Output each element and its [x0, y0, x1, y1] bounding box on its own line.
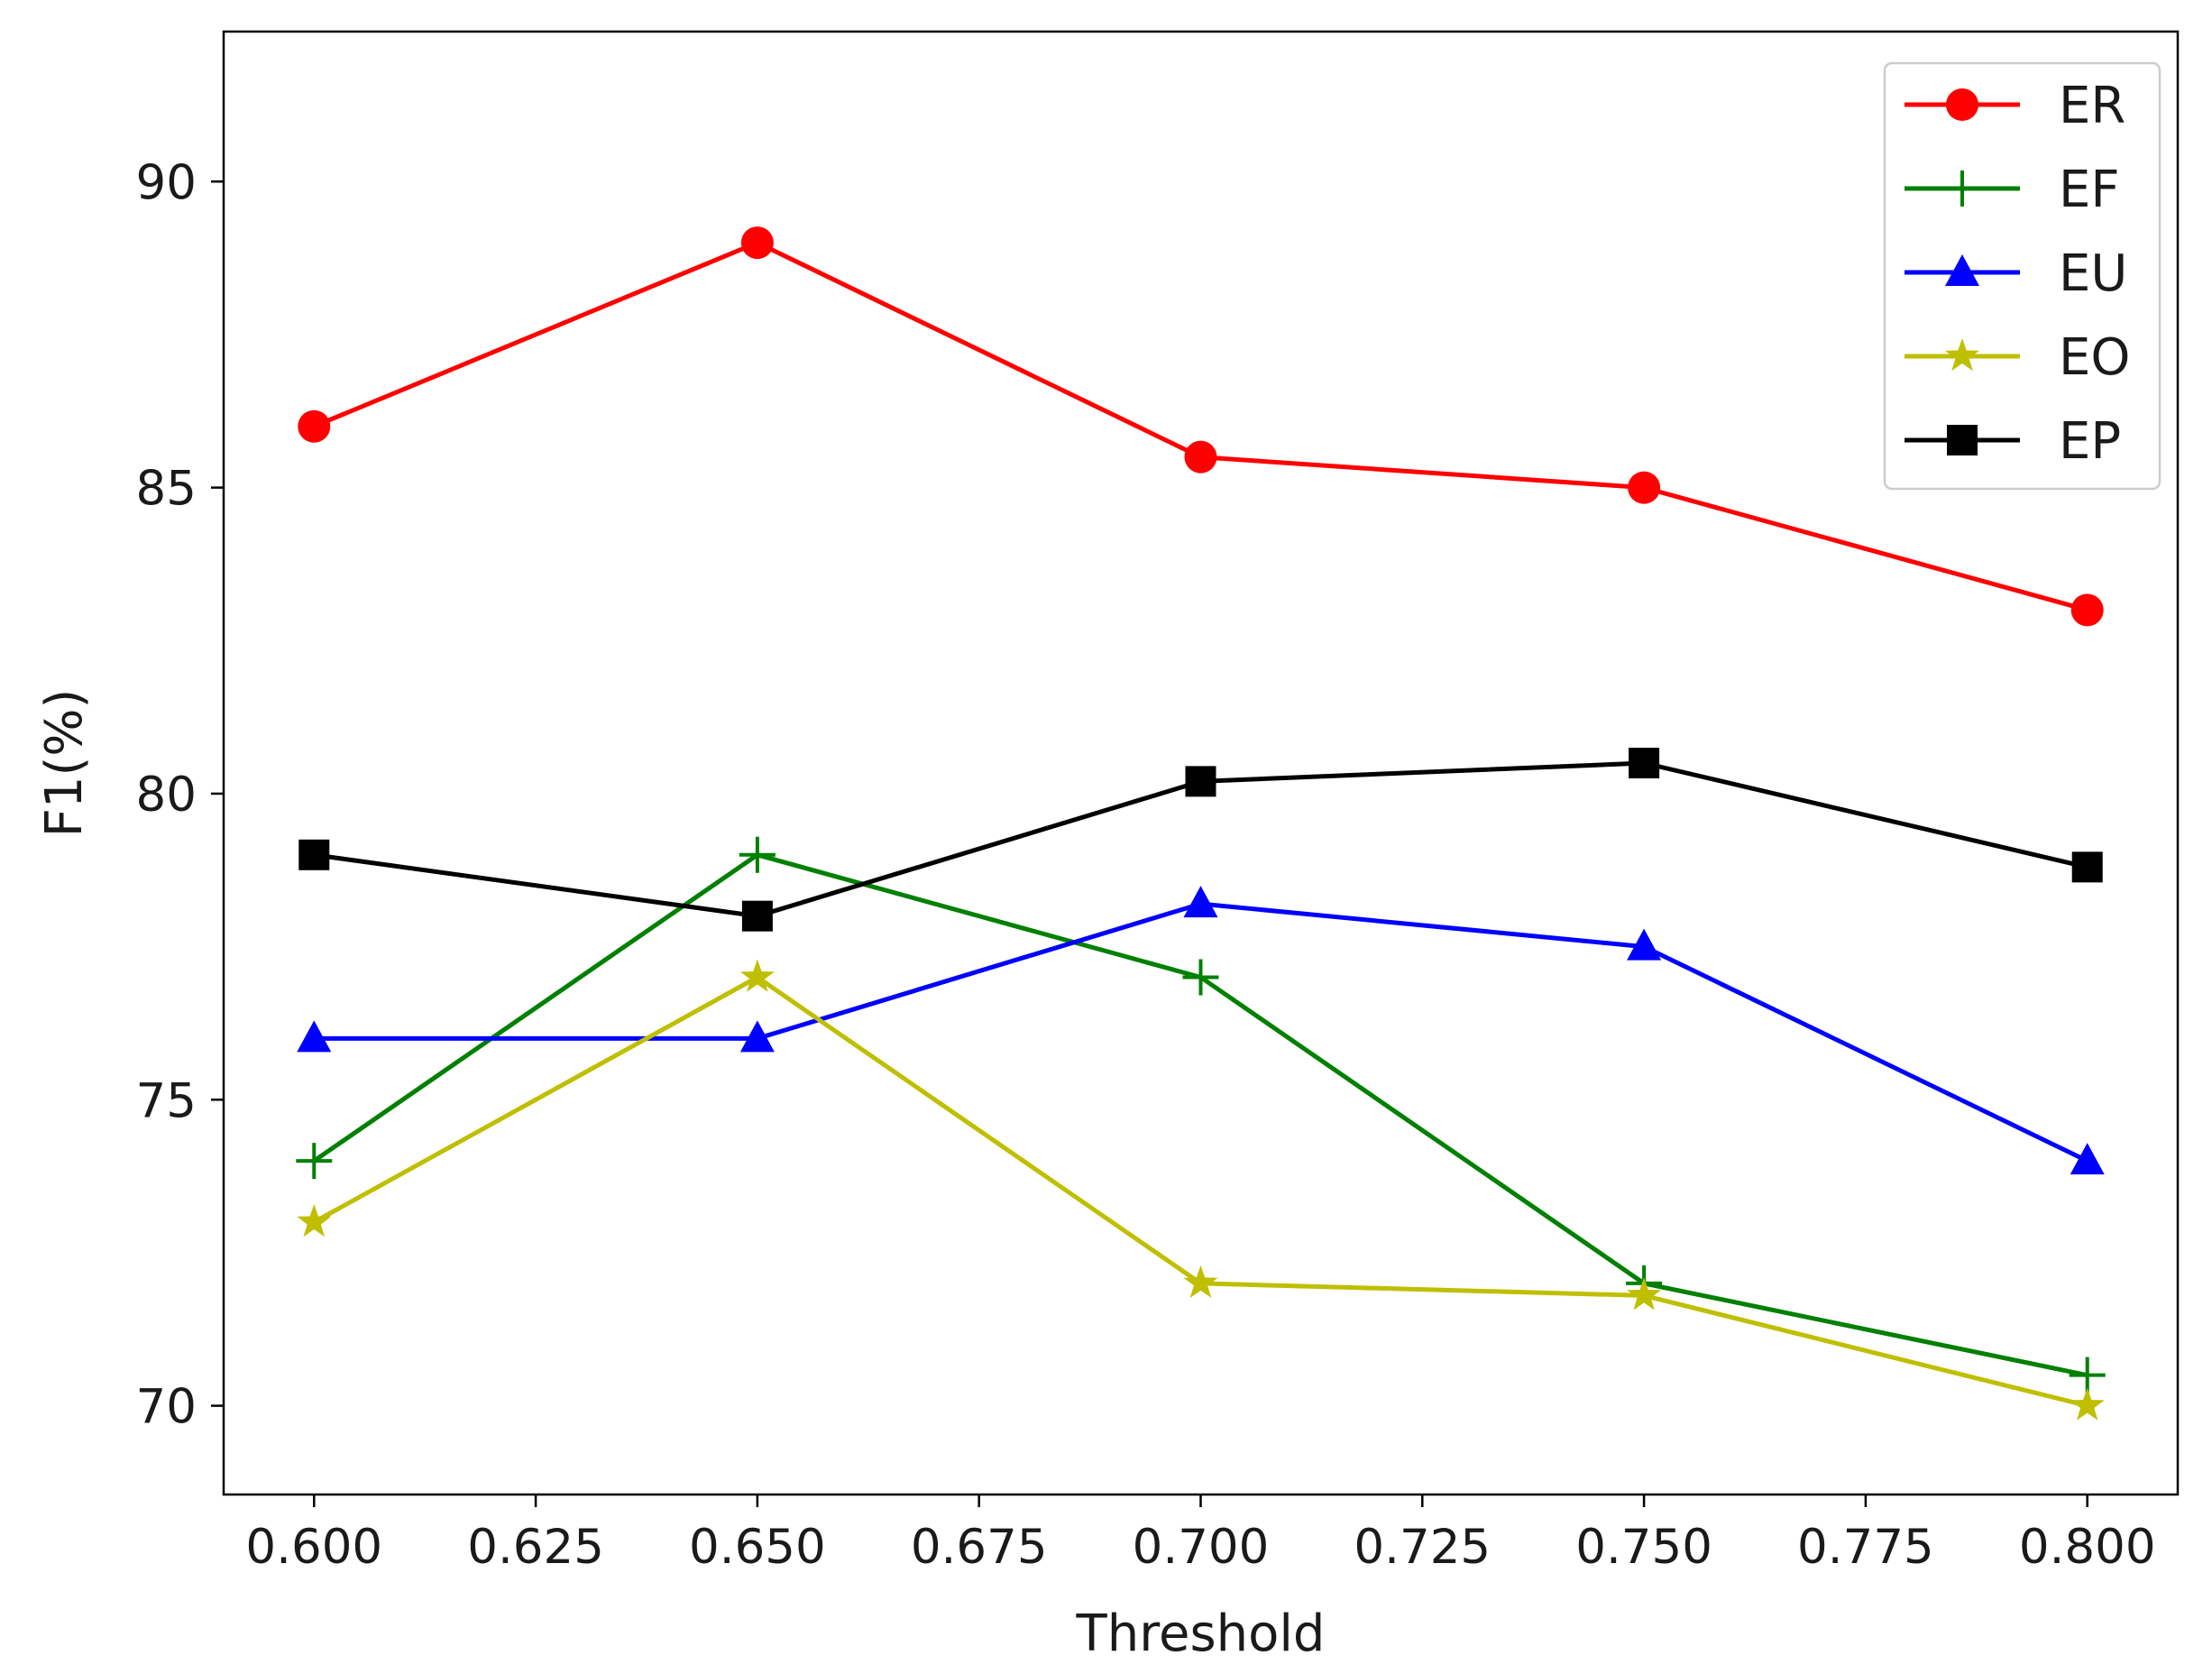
- data-point: [1627, 928, 1662, 961]
- data-point: [297, 1204, 332, 1237]
- y-tick-label: 90: [136, 155, 197, 210]
- x-tick-label: 0.700: [1133, 1520, 1270, 1575]
- data-point: [739, 959, 775, 992]
- data-point: [1184, 440, 1217, 474]
- y-tick-label: 70: [136, 1380, 197, 1435]
- y-tick-label: 75: [136, 1073, 197, 1128]
- series-ep: [298, 748, 2103, 932]
- legend-label: ER: [2059, 77, 2125, 135]
- data-point: [2071, 851, 2103, 883]
- data-point: [1185, 766, 1216, 797]
- legend-marker: [1945, 254, 1979, 286]
- x-tick-label: 0.650: [689, 1520, 826, 1575]
- x-tick-label: 0.600: [245, 1520, 382, 1575]
- data-point: [1627, 1277, 1662, 1311]
- x-axis: 0.600 0.625 0.650 0.675 0.700 0.725 0.750 0.775…: [245, 1495, 2156, 1575]
- series-ef: [296, 836, 2106, 1393]
- data-point: [2070, 1387, 2105, 1421]
- y-axis: 70 75 80 85 90: [136, 155, 224, 1435]
- data-point: [2070, 593, 2104, 627]
- legend-marker: [1946, 88, 1978, 121]
- legend-item-ep: EP: [1905, 412, 2121, 471]
- data-point: [1183, 1265, 1218, 1298]
- data-point: [1629, 748, 1660, 778]
- y-tick-label: 85: [136, 462, 197, 517]
- legend-item-eo: EO: [1905, 328, 2130, 387]
- series-eu: [297, 886, 2105, 1175]
- legend: ER EF EU EO EP: [1883, 61, 2162, 491]
- y-axis-label: F1(%): [35, 689, 94, 838]
- data-point: [1628, 471, 1661, 504]
- data-point: [2070, 1143, 2105, 1175]
- data-point: [740, 226, 774, 260]
- data-point: [739, 1020, 775, 1053]
- legend-box: [1883, 61, 2162, 491]
- x-tick-label: 0.775: [1797, 1520, 1934, 1575]
- legend-label: EF: [2059, 161, 2120, 219]
- series-line-eo: [313, 975, 2088, 1409]
- series-eo: [297, 959, 2105, 1421]
- data-point: [298, 409, 331, 443]
- legend-label: EU: [2059, 244, 2127, 303]
- legend-label: EO: [2059, 328, 2130, 387]
- data-point: [1183, 886, 1218, 918]
- legend-marker: [1945, 338, 1979, 372]
- series-er: [298, 226, 2104, 627]
- data-point: [2069, 1357, 2106, 1393]
- x-tick-label: 0.800: [2019, 1520, 2156, 1575]
- data-point: [741, 900, 773, 932]
- data-point: [1182, 959, 1219, 996]
- data-point: [296, 1143, 333, 1180]
- data-point: [298, 839, 330, 870]
- legend-item-ef: EF: [1905, 161, 2120, 219]
- series-line-ef: [312, 852, 2088, 1378]
- y-tick-label: 80: [136, 768, 197, 823]
- x-tick-label: 0.625: [467, 1520, 604, 1575]
- data-point: [739, 836, 776, 873]
- data-point: [297, 1020, 332, 1053]
- legend-marker: [1944, 170, 1980, 207]
- x-axis-label: Threshold: [1076, 1605, 1326, 1663]
- x-tick-label: 0.725: [1354, 1520, 1491, 1575]
- series-line-eu: [314, 901, 2088, 1164]
- series-line-er: [313, 240, 2088, 612]
- legend-item-er: ER: [1905, 77, 2125, 135]
- legend-item-eu: EU: [1905, 244, 2127, 303]
- legend-marker: [1947, 425, 1978, 455]
- x-tick-label: 0.675: [911, 1520, 1048, 1575]
- legend-label: EP: [2059, 412, 2121, 471]
- series-layer: [296, 226, 2106, 1421]
- x-tick-label: 0.750: [1575, 1520, 1712, 1575]
